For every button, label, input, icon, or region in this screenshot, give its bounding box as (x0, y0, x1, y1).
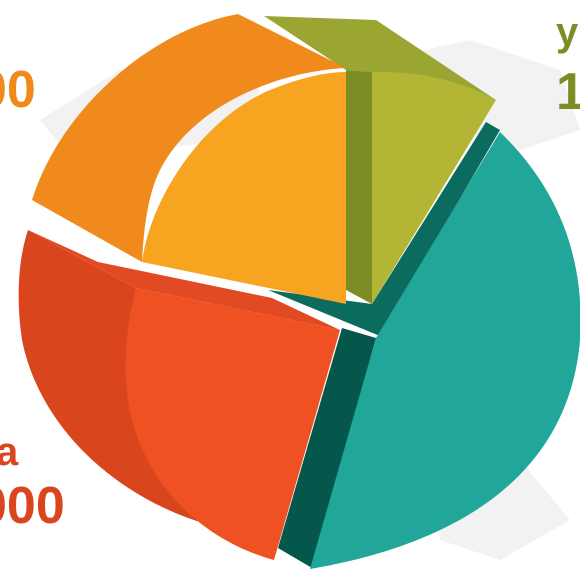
pie-slice-teal-top (310, 132, 580, 569)
pie-slice-red-edge (28, 230, 340, 330)
pie-slice-teal (268, 122, 580, 569)
slice-label-name-top-right: y (556, 10, 579, 54)
pie-slice-olive (264, 16, 496, 304)
pie-slice-teal-back (268, 122, 500, 336)
pie-slice-olive-top (372, 71, 496, 304)
pie-slice-orange (32, 14, 346, 304)
slice-label-value-bottom-left: 000 (0, 477, 65, 535)
pie-slice-teal-side (278, 328, 376, 568)
pie-slice-orange-top (142, 72, 346, 304)
pie-slice-red-back (18, 230, 210, 525)
slice-label-value-top-right: 1 (556, 63, 580, 121)
slice-label-name-bottom-left: a (0, 430, 19, 474)
pie-slice-olive-side (346, 70, 372, 304)
slice-label-value-top-left: 00 (0, 61, 36, 119)
pie-slice-red-top (125, 288, 340, 560)
pie-slice-orange-back (32, 14, 346, 262)
pie-slice-red (18, 230, 340, 560)
